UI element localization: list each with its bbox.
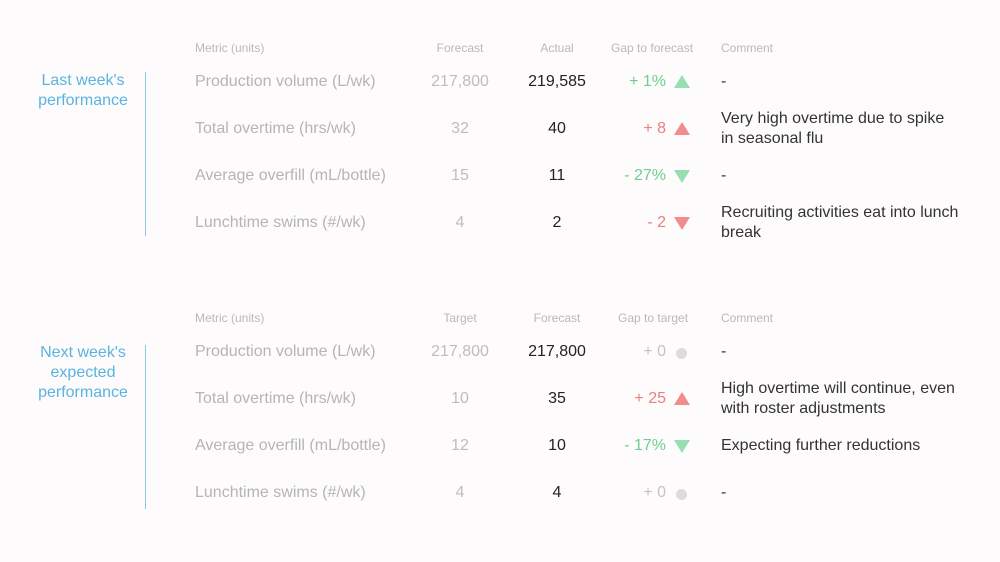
target-cell: 4 — [455, 484, 465, 501]
up-red-icon — [674, 392, 690, 408]
header-metric: Metric (units) — [195, 41, 265, 55]
comment-cell: - — [721, 343, 727, 360]
section-label-line: Next week's — [40, 344, 126, 361]
metric-cell: Average overfill (mL/bottle) — [195, 437, 386, 454]
header-comment: Comment — [721, 311, 774, 325]
forecast-cell: 10 — [548, 437, 566, 454]
section-label: Last week's performance — [28, 71, 138, 111]
section-divider — [145, 72, 146, 236]
target-cell: 12 — [451, 437, 469, 454]
gap-cell: - 2 — [647, 214, 666, 231]
header-actual: Actual — [540, 41, 574, 55]
neutral-dot-icon — [674, 346, 690, 362]
actual-cell: 40 — [548, 120, 566, 137]
section-label-line: performance — [38, 92, 128, 109]
down-green-icon — [674, 170, 690, 186]
comment-cell: - — [721, 167, 727, 184]
neutral-dot-icon — [674, 487, 690, 503]
comment-cell: Very high overtime due to spike in seaso… — [721, 110, 945, 147]
gap-cell: - 27% — [624, 167, 666, 184]
gap-cell: + 8 — [643, 120, 666, 137]
table-row: Total overtime (hrs/wk) 32 40 + 8 Very h… — [0, 109, 1000, 149]
up-red-icon — [674, 122, 690, 138]
header-forecast: Forecast — [533, 311, 581, 325]
forecast-cell: 4 — [455, 214, 465, 231]
down-red-icon — [674, 217, 690, 233]
comment-cell: - — [721, 484, 727, 501]
metric-cell: Total overtime (hrs/wk) — [195, 390, 356, 407]
target-cell: 217,800 — [431, 343, 489, 360]
section-divider — [145, 345, 146, 509]
section-label: Next week's expected performance — [28, 343, 138, 403]
metric-cell: Production volume (L/wk) — [195, 73, 376, 90]
table-row: Average overfill (mL/bottle) 12 10 - 17%… — [0, 426, 1000, 466]
table-row: Production volume (L/wk) 217,800 217,800… — [0, 332, 1000, 372]
actual-cell: 11 — [548, 167, 566, 184]
down-green-icon — [674, 440, 690, 456]
header-gap: Gap to target — [618, 311, 689, 325]
gap-cell: + 0 — [643, 343, 666, 360]
header-gap: Gap to forecast — [611, 41, 694, 55]
table-row: Production volume (L/wk) 217,800 219,585… — [0, 62, 1000, 102]
section-label-line: expected — [50, 364, 116, 381]
header-metric: Metric (units) — [195, 311, 265, 325]
target-cell: 10 — [451, 390, 469, 407]
section-label-line: performance — [38, 384, 128, 401]
metric-cell: Total overtime (hrs/wk) — [195, 120, 356, 137]
gap-cell: + 1% — [629, 73, 666, 90]
metric-cell: Lunchtime swims (#/wk) — [195, 214, 366, 231]
table-row: Lunchtime swims (#/wk) 4 4 + 0 - — [0, 473, 1000, 513]
gap-cell: - 17% — [624, 437, 666, 454]
metric-cell: Lunchtime swims (#/wk) — [195, 484, 366, 501]
forecast-cell: 217,800 — [528, 343, 586, 360]
forecast-cell: 217,800 — [431, 73, 489, 90]
forecast-cell: 15 — [451, 167, 469, 184]
header-target: Target — [443, 311, 477, 325]
metric-cell: Production volume (L/wk) — [195, 343, 376, 360]
actual-cell: 219,585 — [528, 73, 586, 90]
comment-cell: Recruiting activities eat into lunch bre… — [721, 204, 959, 241]
header-forecast: Forecast — [436, 41, 484, 55]
comment-cell: Expecting further reductions — [721, 437, 921, 454]
forecast-cell: 35 — [548, 390, 566, 407]
forecast-cell: 4 — [552, 484, 562, 501]
gap-cell: + 25 — [634, 390, 666, 407]
actual-cell: 2 — [552, 214, 562, 231]
table-row: Average overfill (mL/bottle) 15 11 - 27%… — [0, 156, 1000, 196]
section-label-line: Last week's — [41, 72, 125, 89]
up-green-icon — [674, 75, 690, 91]
gap-cell: + 0 — [643, 484, 666, 501]
comment-cell: High overtime will continue, even with r… — [721, 380, 955, 417]
comment-cell: - — [721, 73, 727, 90]
forecast-cell: 32 — [451, 120, 469, 137]
table-row: Total overtime (hrs/wk) 10 35 + 25 High … — [0, 379, 1000, 419]
table-row: Lunchtime swims (#/wk) 4 2 - 2 Recruitin… — [0, 203, 1000, 243]
metric-cell: Average overfill (mL/bottle) — [195, 167, 386, 184]
header-comment: Comment — [721, 41, 774, 55]
